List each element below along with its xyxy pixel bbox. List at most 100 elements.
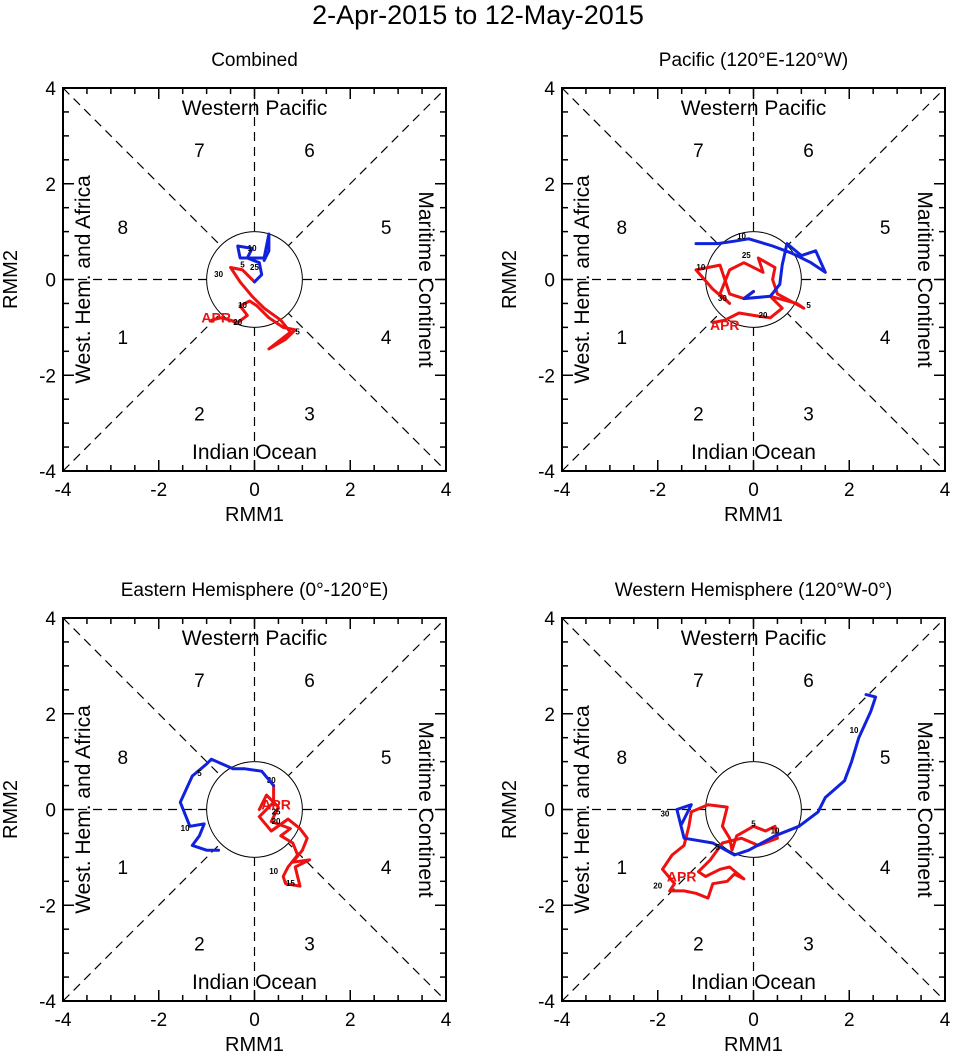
y-axis-label: RMM2 (0, 250, 22, 309)
y-tick-label: -4 (39, 992, 56, 1013)
phase-label: 3 (803, 405, 814, 426)
region-label-left: West. Hem. and Africa (72, 175, 95, 384)
day-label: 5 (715, 843, 720, 852)
y-tick-label: 0 (45, 801, 56, 822)
y-tick-label: -4 (538, 992, 555, 1013)
series-line-may (236, 232, 271, 284)
main-title: 2-Apr-2015 to 12-May-2015 (312, 0, 644, 30)
phase-label: 7 (194, 671, 205, 692)
phase-label: 7 (693, 141, 704, 162)
phase-label: 2 (194, 405, 205, 426)
phase-label: 1 (617, 328, 628, 349)
phase-label: 2 (194, 935, 205, 956)
region-label-top: Western Pacific (182, 97, 328, 120)
phase-label: 3 (304, 935, 315, 956)
region-label-left: West. Hem. and Africa (571, 705, 594, 914)
phase-label: 6 (803, 141, 814, 162)
chart-panel-4: Western Hemisphere (120°W-0°) Western Pac… (499, 580, 951, 1056)
x-tick-label: -2 (150, 1010, 167, 1031)
chart-title: Combined (211, 50, 298, 71)
y-tick-label: -2 (538, 366, 555, 387)
x-tick-label: 2 (844, 480, 855, 501)
day-label: 25 (272, 807, 281, 816)
day-label: 10 (269, 867, 278, 876)
day-label: 25 (742, 251, 751, 260)
series-line-may (178, 757, 276, 852)
x-tick-label: -2 (649, 480, 666, 501)
day-label: 30 (718, 294, 727, 303)
day-label: 5 (806, 301, 811, 310)
day-label: 5 (751, 819, 756, 828)
y-axis-label: RMM2 (0, 780, 22, 839)
region-label-left: West. Hem. and Africa (571, 175, 594, 384)
day-label: 10 (771, 826, 780, 835)
region-label-left: West. Hem. and Africa (72, 705, 95, 914)
phase-label: 8 (118, 748, 129, 769)
series-line-april (694, 256, 806, 325)
y-axis-label: RMM2 (499, 780, 521, 839)
x-axis-label: RMM1 (225, 504, 284, 526)
day-label: 10 (696, 263, 705, 272)
phase-label: 4 (381, 858, 392, 879)
region-label-right: Maritime Continent (913, 721, 936, 897)
day-label: 10 (248, 244, 257, 253)
x-tick-label: 0 (249, 1010, 260, 1031)
y-axis-label: RMM2 (499, 250, 521, 309)
x-axis-label: RMM1 (225, 1034, 284, 1056)
y-tick-label: 4 (544, 79, 555, 100)
phase-label: 7 (194, 141, 205, 162)
month-label: APR (261, 797, 291, 813)
x-tick-label: 0 (748, 480, 759, 501)
phase-label: 6 (803, 671, 814, 692)
x-tick-label: -4 (55, 1010, 72, 1031)
chart-title: Western Hemisphere (120°W-0°) (615, 580, 892, 601)
unit-circle (206, 231, 303, 328)
region-label-right: Maritime Continent (414, 191, 437, 367)
chart-panel-1: Combined Western Pacific Indian Ocean West.… (0, 50, 452, 526)
series-line-may (694, 237, 827, 301)
phase-label: 1 (118, 858, 129, 879)
chart-title: Eastern Hemisphere (0°-120°E) (121, 580, 389, 601)
x-tick-label: -4 (554, 1010, 571, 1031)
y-tick-label: -2 (39, 366, 56, 387)
phase-label: 6 (304, 141, 315, 162)
series-line-april (257, 784, 312, 888)
phase-label: 7 (693, 671, 704, 692)
phase-label: 4 (381, 328, 392, 349)
day-label: 20 (272, 817, 281, 826)
region-label-top: Western Pacific (681, 97, 827, 120)
x-axis-label: RMM1 (724, 504, 783, 526)
day-label: 20 (759, 311, 768, 320)
phase-label: 5 (880, 748, 891, 769)
day-label: 30 (660, 810, 669, 819)
x-tick-label: 2 (345, 1010, 356, 1031)
phase-label: 5 (381, 218, 392, 239)
phase-label: 8 (118, 218, 129, 239)
region-label-right: Maritime Continent (913, 191, 936, 367)
unit-circle (206, 761, 303, 858)
x-axis-label: RMM1 (724, 1034, 783, 1056)
phase-label: 5 (880, 218, 891, 239)
series-line-may (675, 693, 878, 857)
phase-label: 1 (118, 328, 129, 349)
day-label: 15 (286, 879, 295, 888)
x-tick-label: -2 (150, 480, 167, 501)
phase-label: 8 (617, 218, 628, 239)
y-tick-label: 0 (544, 801, 555, 822)
region-label-bottom: Indian Ocean (691, 441, 816, 464)
month-label: APR (710, 317, 740, 333)
phase-label: 4 (880, 328, 891, 349)
day-label: 5 (240, 261, 245, 270)
y-tick-label: 2 (544, 175, 555, 196)
y-tick-label: 2 (45, 705, 56, 726)
day-label: 10 (238, 301, 247, 310)
phase-label: 6 (304, 671, 315, 692)
region-label-bottom: Indian Ocean (691, 971, 816, 994)
region-label-top: Western Pacific (182, 627, 328, 650)
y-tick-label: -2 (39, 896, 56, 917)
phase-label: 4 (880, 858, 891, 879)
day-label: 5 (197, 769, 202, 778)
x-tick-label: -2 (649, 1010, 666, 1031)
chart-panel-3: Eastern Hemisphere (0°-120°E) Western Pac… (0, 580, 452, 1056)
